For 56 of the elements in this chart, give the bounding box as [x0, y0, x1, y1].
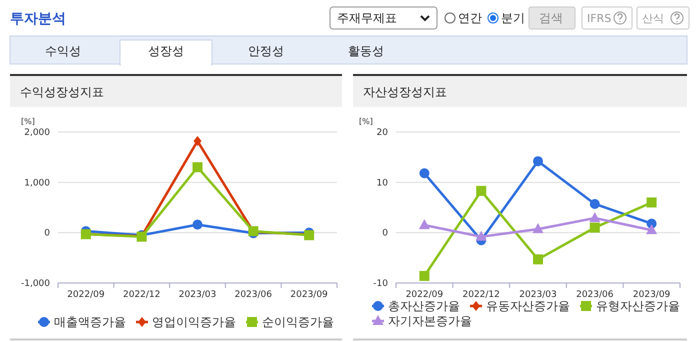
y-tick-label: 0	[44, 228, 50, 239]
y-axis-title: [%]	[359, 117, 373, 126]
x-tick-label: 2023/06	[234, 290, 272, 300]
y-axis-title: [%]	[21, 117, 35, 126]
chart-title: 자산성장성지표	[363, 85, 447, 99]
y-tick-label: -1,000	[20, 279, 50, 289]
chart-title: 수익성장성지표	[20, 85, 104, 99]
point	[194, 136, 202, 146]
text: 투자분석	[10, 11, 66, 27]
text: 분기	[501, 11, 525, 25]
x-tick-label: 2023/09	[632, 290, 671, 300]
text: 안정성	[248, 44, 284, 58]
text: IFRS	[587, 12, 612, 25]
point	[532, 223, 544, 234]
x-tick-label: 2022/12	[123, 290, 160, 300]
x-tick-label: 2023/09	[290, 290, 328, 300]
point	[589, 212, 600, 222]
x-tick-label: 2022/12	[462, 290, 500, 300]
legend-label: 영업이익증가율	[152, 315, 236, 329]
point	[590, 198, 600, 209]
x-tick-label: 2022/09	[67, 290, 105, 300]
x-tick-label: 2022/09	[406, 290, 444, 300]
legend-label: 순이익증가율	[262, 315, 334, 329]
legend-label: 자기자본증가율	[388, 314, 472, 328]
point	[419, 270, 430, 281]
y-tick-label: -10	[373, 279, 388, 289]
x-tick-label: 2023/03	[519, 290, 557, 300]
y-tick-label: 2,000	[24, 128, 50, 138]
text: 성장성	[148, 44, 184, 58]
point	[646, 197, 657, 208]
point	[590, 222, 600, 233]
text: 산식	[642, 12, 664, 25]
text: 수익성	[45, 44, 81, 58]
point	[476, 186, 486, 196]
point	[419, 168, 430, 178]
text: 활동성	[348, 44, 384, 58]
text: 연간	[458, 11, 482, 25]
point	[533, 254, 543, 264]
point	[646, 224, 658, 234]
point	[418, 219, 430, 230]
legend-label: 총자산증가율	[388, 299, 460, 313]
point	[192, 220, 202, 230]
x-tick-label: 2023/03	[178, 290, 216, 300]
y-tick-label: 20	[376, 128, 388, 138]
point	[476, 230, 487, 241]
y-tick-label: 1,000	[24, 178, 50, 188]
legend-label: 유형자산증가율	[596, 299, 680, 313]
text: 주재무제표	[337, 11, 397, 25]
y-tick-label: 10	[376, 178, 388, 188]
legend-label: 매출액증가율	[54, 315, 126, 329]
y-tick-label: 0	[382, 228, 388, 239]
legend-label: 유동자산증가율	[486, 299, 570, 313]
point	[192, 162, 202, 172]
text: 검색	[539, 11, 563, 25]
x-tick-label: 2023/06	[576, 290, 614, 300]
point	[533, 156, 543, 166]
